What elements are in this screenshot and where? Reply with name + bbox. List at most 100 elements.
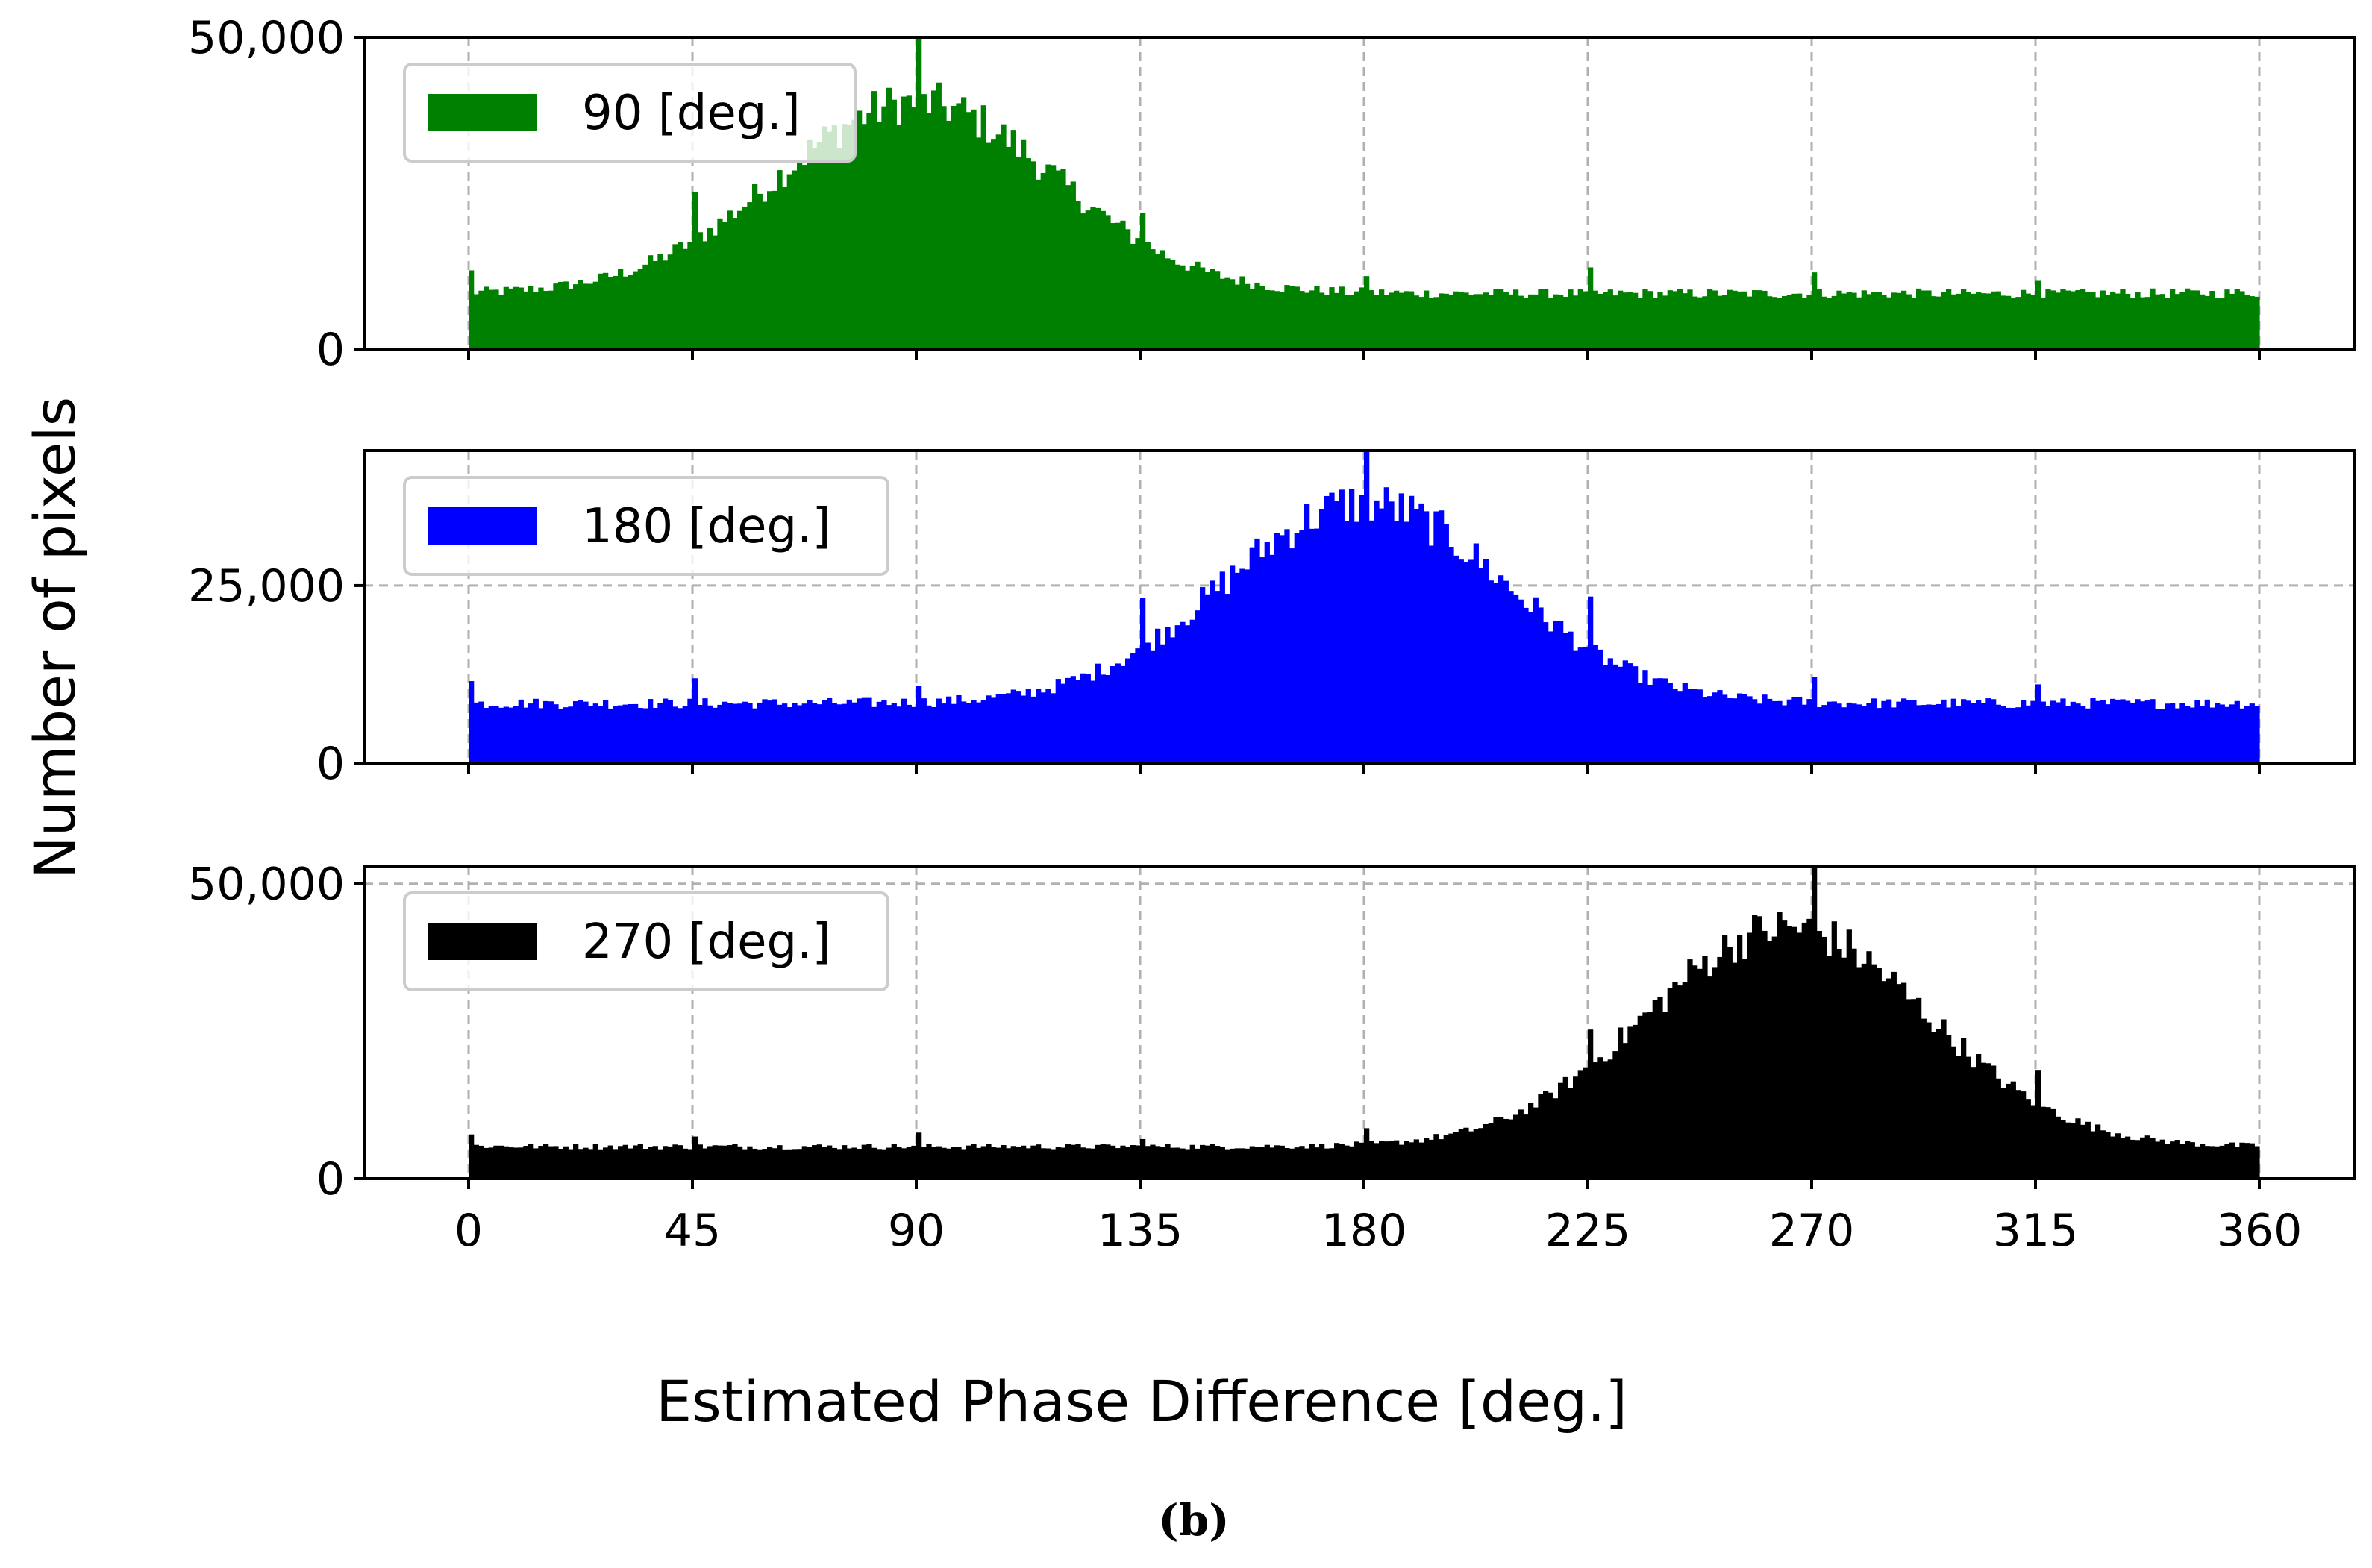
histogram-bar <box>1588 267 1594 349</box>
histogram-bar <box>553 1146 559 1179</box>
histogram-bar <box>2144 1135 2150 1179</box>
histogram-bar <box>1861 706 1867 763</box>
histogram-bar <box>1702 296 1708 349</box>
histogram-bar <box>1677 289 1683 349</box>
histogram-bar <box>633 1145 639 1179</box>
histogram-bar <box>2030 700 2036 763</box>
histogram-bar <box>598 1149 604 1179</box>
histogram-bar <box>1732 698 1738 763</box>
histogram-bar <box>921 698 927 763</box>
histogram-bar <box>538 287 544 349</box>
histogram-bar <box>1274 533 1280 763</box>
histogram-bar <box>553 283 559 349</box>
histogram-bar <box>921 1147 927 1179</box>
histogram-bar <box>1777 700 1783 763</box>
histogram-bar <box>2095 700 2101 763</box>
histogram-bar <box>2100 1130 2106 1179</box>
histogram-bar <box>1592 1062 1598 1179</box>
legend-label: 90 [deg.] <box>582 86 801 141</box>
histogram-bar <box>1498 289 1504 349</box>
histogram-bar <box>916 37 922 349</box>
histogram-bar <box>1980 293 1986 349</box>
histogram-bar <box>2215 298 2221 349</box>
histogram-bar <box>1364 276 1370 349</box>
histogram-bar <box>1269 554 1275 763</box>
histogram-bar <box>493 1145 499 1179</box>
histogram-bar <box>652 707 658 763</box>
histogram-bar <box>1080 673 1086 763</box>
histogram-bar <box>1791 926 1797 1179</box>
histogram-bar <box>1090 207 1096 349</box>
histogram-bar <box>508 707 514 763</box>
histogram-bar <box>1926 1022 1932 1179</box>
histogram-bar <box>1443 524 1449 763</box>
histogram-bar <box>1627 292 1633 349</box>
histogram-bar <box>523 707 529 763</box>
legend: 270 [deg.] <box>403 891 889 991</box>
histogram-bar <box>1409 495 1415 763</box>
histogram-bar <box>1558 1082 1564 1179</box>
histogram-bar <box>2010 708 2016 763</box>
histogram-bar <box>857 1148 863 1179</box>
histogram-bar <box>966 1145 971 1179</box>
histogram-bar <box>1816 707 1822 763</box>
histogram-bar <box>986 142 992 349</box>
histogram-bar <box>1722 935 1728 1179</box>
histogram-bar <box>842 1145 848 1179</box>
histogram-bar <box>1692 296 1698 349</box>
histogram-bar <box>2165 298 2171 349</box>
histogram-bar <box>568 706 574 763</box>
histogram-bar <box>1180 1148 1186 1179</box>
histogram-bar <box>1886 699 1892 763</box>
histogram-bar <box>1950 1046 1956 1179</box>
histogram-bar <box>1886 297 1892 349</box>
histogram-bar <box>1075 1144 1081 1179</box>
histogram-bar <box>1374 1143 1380 1179</box>
histogram-bar <box>891 99 897 349</box>
histogram-bar <box>1245 1148 1251 1179</box>
histogram-bar <box>1379 508 1385 763</box>
histogram-bar <box>2234 1147 2240 1179</box>
histogram-bar <box>871 1147 877 1179</box>
histogram-bar <box>946 121 952 349</box>
histogram-bar <box>518 287 524 349</box>
histogram-bar <box>2110 1136 2116 1179</box>
histogram-bar <box>1946 289 1952 349</box>
histogram-bar <box>667 700 673 763</box>
histogram-bar <box>926 113 932 349</box>
histogram-bar <box>1682 683 1688 763</box>
histogram-bar <box>2239 1142 2245 1179</box>
histogram-bar <box>473 1144 479 1179</box>
histogram-bar <box>1329 1148 1335 1179</box>
histogram-bar <box>1284 1147 1290 1179</box>
histogram-bar <box>1911 999 1917 1179</box>
histogram-bar <box>2025 1099 2031 1179</box>
histogram-bar <box>926 705 932 763</box>
histogram-bar <box>1354 291 1359 349</box>
histogram-bar <box>1085 674 1091 763</box>
histogram-bar <box>1503 580 1509 763</box>
histogram-bar <box>1812 272 1818 349</box>
histogram-bar <box>2219 1145 2225 1179</box>
histogram-bar <box>1051 693 1057 763</box>
histogram-bar <box>1543 289 1549 349</box>
histogram-bar <box>1040 172 1046 349</box>
histogram-bar <box>951 105 957 350</box>
histogram-bar <box>1936 703 1941 763</box>
histogram-bar <box>1742 959 1747 1179</box>
histogram-bar <box>1135 238 1141 349</box>
histogram-bar <box>618 1146 624 1179</box>
histogram-bar <box>762 699 768 763</box>
histogram-bar <box>503 1146 509 1179</box>
histogram-bar <box>1876 968 1882 1179</box>
histogram-bar <box>1985 293 1991 349</box>
histogram-bar <box>1946 707 1952 763</box>
histogram-bar <box>1577 1070 1583 1179</box>
histogram-bar <box>995 134 1001 349</box>
histogram-bar <box>1528 294 1534 349</box>
histogram-bar <box>2080 706 2086 763</box>
histogram-bar <box>2254 1146 2260 1179</box>
histogram-bar <box>1234 284 1240 349</box>
histogram-bar <box>1309 1144 1315 1179</box>
histogram-bar <box>782 1149 788 1179</box>
